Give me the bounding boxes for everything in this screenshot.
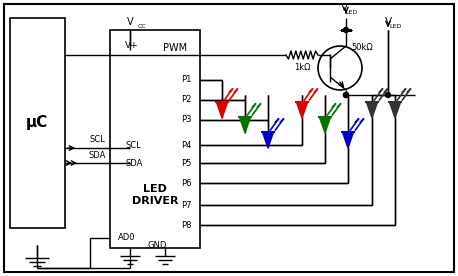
Text: AD0: AD0	[118, 233, 136, 243]
Text: V+: V+	[125, 41, 139, 49]
Text: 50kΩ: 50kΩ	[351, 43, 373, 52]
Circle shape	[386, 92, 391, 97]
Polygon shape	[296, 102, 308, 118]
Text: P1: P1	[182, 76, 192, 84]
Text: PWM: PWM	[163, 43, 187, 53]
Polygon shape	[366, 102, 377, 118]
Polygon shape	[389, 102, 401, 118]
Text: GND: GND	[148, 240, 167, 250]
Polygon shape	[216, 102, 228, 118]
Bar	[10, 18, 65, 228]
Text: μC: μC	[26, 115, 48, 131]
Text: P8: P8	[181, 221, 192, 230]
Text: P3: P3	[181, 115, 192, 124]
Polygon shape	[343, 132, 354, 148]
Text: SCL: SCL	[89, 136, 105, 145]
Text: P5: P5	[182, 158, 192, 168]
Text: P2: P2	[182, 95, 192, 105]
Bar	[110, 30, 200, 248]
Circle shape	[344, 28, 349, 33]
Text: CC: CC	[138, 23, 147, 28]
Text: LED: LED	[390, 25, 402, 30]
Polygon shape	[240, 117, 251, 133]
Text: SDA: SDA	[125, 158, 142, 168]
Circle shape	[344, 92, 349, 97]
Text: V: V	[340, 3, 348, 13]
Text: SDA: SDA	[88, 150, 106, 160]
Text: P4: P4	[182, 140, 192, 150]
Text: V: V	[127, 17, 133, 27]
Text: 1kΩ: 1kΩ	[294, 63, 310, 73]
Text: SCL: SCL	[125, 140, 141, 150]
Text: LED
DRIVER: LED DRIVER	[132, 184, 178, 206]
Polygon shape	[262, 132, 273, 148]
Circle shape	[344, 92, 349, 97]
Polygon shape	[319, 117, 331, 133]
Text: P6: P6	[181, 179, 192, 187]
Text: LED: LED	[346, 10, 358, 15]
Text: V: V	[384, 17, 392, 27]
Text: P7: P7	[181, 200, 192, 209]
